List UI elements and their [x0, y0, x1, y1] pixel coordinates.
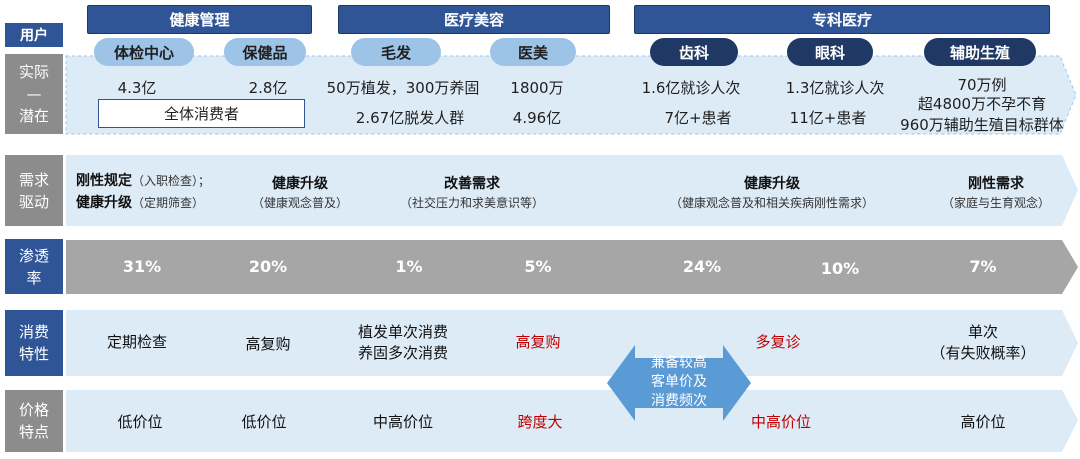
price-specialty: 中高价位 — [750, 413, 812, 431]
demand-rigid-rule-sub: （入职检查）； — [132, 174, 211, 188]
demand-rigid-need-main: 刚性需求 — [968, 176, 1024, 192]
actual-aesthetics: 1800万 — [510, 79, 564, 97]
label-demand-1: 需求 — [18, 170, 49, 189]
price-aesthetics: 跨度大 — [517, 413, 563, 431]
label-potential: 潜在 — [18, 107, 49, 125]
arrow-text-1: 兼备较高 — [651, 355, 707, 371]
demand-health-upgrade-2-main: 健康升级 — [272, 176, 328, 192]
consumption-hair-single: 植发单次消费 — [357, 323, 449, 341]
consumption-single: 单次 — [967, 323, 999, 341]
consumption-hair-multi: 养固多次消费 — [357, 344, 449, 362]
arrow-text-2: 客单价及 — [651, 374, 707, 390]
price-health-products: 低价位 — [241, 413, 287, 431]
actual-ophthalmology: 1.3亿就诊人次 — [785, 79, 885, 97]
demand-rigid-need-sub: （家庭与生育观念） — [941, 196, 1051, 210]
demand-rigid-rule: 刚性规定（入职检查）； — [76, 170, 210, 190]
group-medical-beauty: 医疗美容 — [338, 5, 610, 34]
potential-ophthalmology: 11亿+患者 — [789, 109, 867, 127]
arrow-text-3: 消费频次 — [651, 393, 707, 409]
row-label-price: 价格 特点 — [5, 390, 63, 452]
demand-health-upgrade-1-main: 健康升级 — [76, 195, 132, 211]
demand-improvement-main: 改善需求 — [444, 176, 500, 192]
demand-health-upgrade-1-sub: （定期筛查） — [132, 196, 205, 210]
demand-health-upgrade-1: 健康升级（定期筛查） — [76, 192, 204, 212]
consumption-high-repurchase-2: 高复购 — [515, 333, 561, 351]
band-shiji — [65, 55, 1077, 135]
demand-health-upgrade-2-sub: （健康观念普及） — [251, 196, 349, 210]
label-penetration-1: 渗透 — [18, 246, 49, 265]
demand-health-upgrade-3-main: 健康升级 — [744, 176, 800, 192]
consumption-high-repurchase-1: 高复购 — [245, 335, 291, 353]
actual-health-products: 2.8亿 — [248, 79, 288, 97]
actual-dental: 1.6亿就诊人次 — [641, 79, 741, 97]
group-health-management: 健康管理 — [87, 5, 312, 34]
pill-health-products: 保健品 — [224, 38, 306, 66]
row-label-consumption: 消费 特性 — [5, 310, 63, 376]
label-consumption-2: 特性 — [18, 345, 49, 363]
demand-rigid-rule-main: 刚性规定 — [76, 173, 132, 189]
pill-dental: 齿科 — [650, 38, 738, 66]
label-penetration-2: 率 — [26, 268, 42, 287]
row-label-actual-potential: 实际 — 潜在 — [5, 54, 63, 134]
user-label: 用户 — [5, 23, 63, 47]
demand-health-upgrade-3-sub: （健康观念普及和相关疾病刚性需求） — [669, 196, 875, 210]
demand-improvement-sub: （社交压力和求美意识等） — [399, 196, 545, 210]
penetration-aesthetics: 5% — [524, 257, 552, 276]
pill-aesthetics: 医美 — [490, 38, 576, 66]
label-dash: — — [26, 85, 42, 103]
label-actual: 实际 — [18, 63, 49, 81]
pill-checkup-center: 体检中心 — [94, 38, 194, 66]
band-penetration — [66, 240, 1078, 294]
potential-reproduction-target: 960万辅助生殖目标群体 — [900, 116, 1064, 134]
price-hair: 中高价位 — [372, 413, 434, 431]
row-label-penetration: 渗透 率 — [5, 239, 63, 294]
consumption-failure-prob: （有失败概率） — [930, 344, 1036, 362]
label-consumption-1: 消费 — [18, 323, 49, 341]
double-arrow — [607, 345, 751, 421]
price-checkup: 低价位 — [117, 413, 163, 431]
actual-reproduction: 70万例 — [957, 76, 1007, 94]
penetration-dental: 24% — [682, 257, 722, 276]
consumption-multi-visit: 多复诊 — [755, 333, 801, 351]
label-price-2: 特点 — [18, 423, 49, 441]
penetration-health-products: 20% — [248, 257, 288, 276]
row-label-demand: 需求 驱动 — [5, 155, 63, 226]
pill-assisted-reproduction: 辅助生殖 — [924, 38, 1036, 66]
actual-hair: 50万植发，300万养固 — [326, 79, 480, 97]
pill-ophthalmology: 眼科 — [787, 38, 873, 66]
potential-hair: 2.67亿脱发人群 — [355, 109, 465, 127]
band-consumption — [66, 310, 1078, 376]
potential-dental: 7亿+患者 — [664, 109, 732, 127]
band-demand — [66, 155, 1078, 226]
label-demand-2: 驱动 — [18, 192, 49, 211]
penetration-checkup: 31% — [122, 257, 162, 276]
pill-hair: 毛发 — [351, 38, 441, 66]
penetration-hair: 1% — [395, 257, 423, 276]
consumption-regular-check: 定期检查 — [106, 333, 168, 351]
actual-checkup: 4.3亿 — [117, 79, 157, 97]
price-reproduction: 高价位 — [960, 413, 1006, 431]
label-price-1: 价格 — [18, 401, 49, 419]
potential-aesthetics: 4.96亿 — [512, 109, 562, 127]
penetration-reproduction: 7% — [969, 257, 997, 276]
potential-reproduction-infertility: 超4800万不孕不育 — [917, 95, 1047, 113]
group-specialty-medical: 专科医疗 — [634, 5, 1050, 34]
penetration-ophthalmology: 10% — [820, 259, 860, 278]
potential-all-consumers: 全体消费者 — [98, 99, 305, 128]
band-price — [66, 390, 1078, 452]
